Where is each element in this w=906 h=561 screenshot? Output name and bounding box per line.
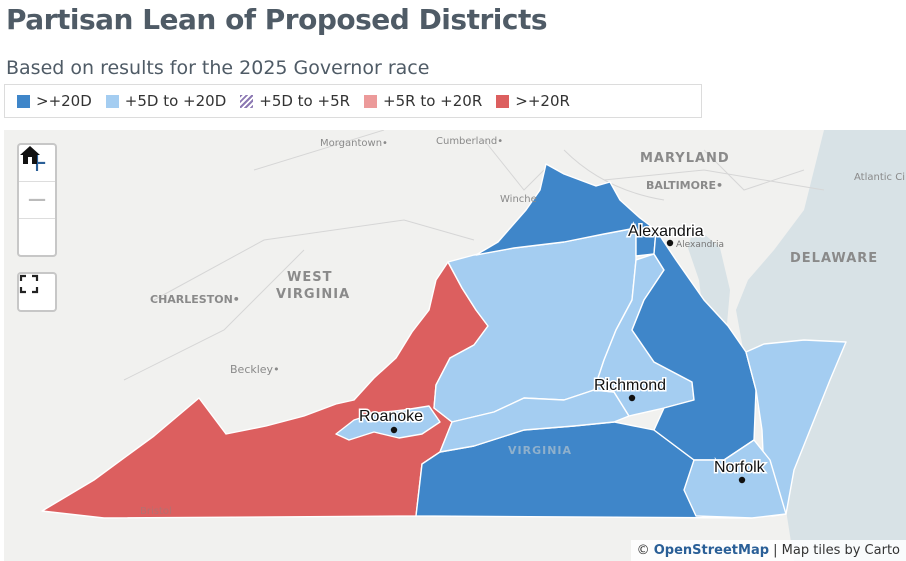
label-virginia: VIRGINIA [508,444,572,457]
fullscreen-control [17,272,57,312]
district-northern-va[interactable] [475,163,657,257]
map-legend: >+20D +5D to +20D +5D to +5R +5R to +20R… [4,84,702,118]
zoom-out-button[interactable]: − [19,182,55,219]
district-norfolk[interactable] [683,439,787,519]
district-roanoke[interactable] [335,405,441,441]
attribution-suffix: | Map tiles by Carto [773,543,900,558]
label-maryland: MARYLAND [640,151,730,166]
label-west: WEST [287,270,332,285]
map-canvas[interactable]: MARYLAND BALTIMORE• DELAWARE WEST VIRGIN… [4,130,906,561]
basemap-label-group: MARYLAND BALTIMORE• DELAWARE WEST VIRGIN… [140,136,905,517]
legend-label-tossup: +5D to +5R [259,92,351,110]
legend-label-strong-dem: >+20D [36,92,92,110]
label-alexandria-small: Alexandria [676,240,724,250]
legend-item-lean-dem: +5D to +20D [105,92,227,110]
label-winchester: Winche [500,194,537,205]
city-label-richmond: Richmond [594,377,666,394]
label-cumberland: Cumberland• [436,136,503,147]
zoom-controls: + − [17,143,57,257]
label-virginia-wv: VIRGINIA [276,287,350,302]
legend-swatch-lean-rep [364,94,378,108]
label-delaware: DELAWARE [790,251,878,266]
attribution-prefix: © [636,543,650,558]
home-button[interactable] [19,146,55,255]
legend-item-lean-rep: +5R to +20R [364,92,482,110]
legend-swatch-strong-rep [496,94,510,108]
label-atlantic-city: Atlantic Ci [854,172,905,183]
map-attribution: © OpenStreetMap | Map tiles by Carto [630,540,906,561]
roanoke-marker [390,426,398,434]
city-label-roanoke: Roanoke [359,408,423,425]
alexandria-marker [666,239,674,247]
legend-label-lean-dem: +5D to +20D [124,92,227,110]
legend-label-strong-rep: >+20R [515,92,570,110]
basemap-lines [123,130,825,381]
legend-item-strong-dem: >+20D [17,92,92,110]
legend-swatch-tossup [240,94,254,108]
label-beckley: Beckley• [230,363,280,376]
label-morgantown: Morgantown• [320,138,388,149]
legend-item-tossup: +5D to +5R [240,92,350,110]
label-bristol: Bristol [140,506,172,517]
city-markers: Alexandria Richmond Roanoke Norfolk [358,222,767,484]
legend-label-lean-rep: +5R to +20R [383,92,483,110]
city-label-alexandria: Alexandria [628,223,704,240]
fullscreen-icon [19,274,39,294]
fullscreen-button[interactable] [19,274,55,310]
richmond-marker [628,394,636,402]
osm-link[interactable]: OpenStreetMap [653,543,770,558]
virginia-districts[interactable] [41,163,847,519]
page-title: Partisan Lean of Proposed Districts [6,3,548,36]
legend-swatch-strong-dem [17,94,30,108]
page-subtitle: Based on results for the 2025 Governor r… [6,57,430,79]
home-icon [20,146,40,164]
legend-item-strong-rep: >+20R [496,92,570,110]
label-charleston: CHARLESTON• [150,293,240,306]
legend-swatch-lean-dem [105,94,119,108]
district-map[interactable]: MARYLAND BALTIMORE• DELAWARE WEST VIRGIN… [4,130,906,561]
city-label-norfolk: Norfolk [714,459,766,476]
label-baltimore: BALTIMORE• [646,179,723,192]
norfolk-marker [738,476,746,484]
